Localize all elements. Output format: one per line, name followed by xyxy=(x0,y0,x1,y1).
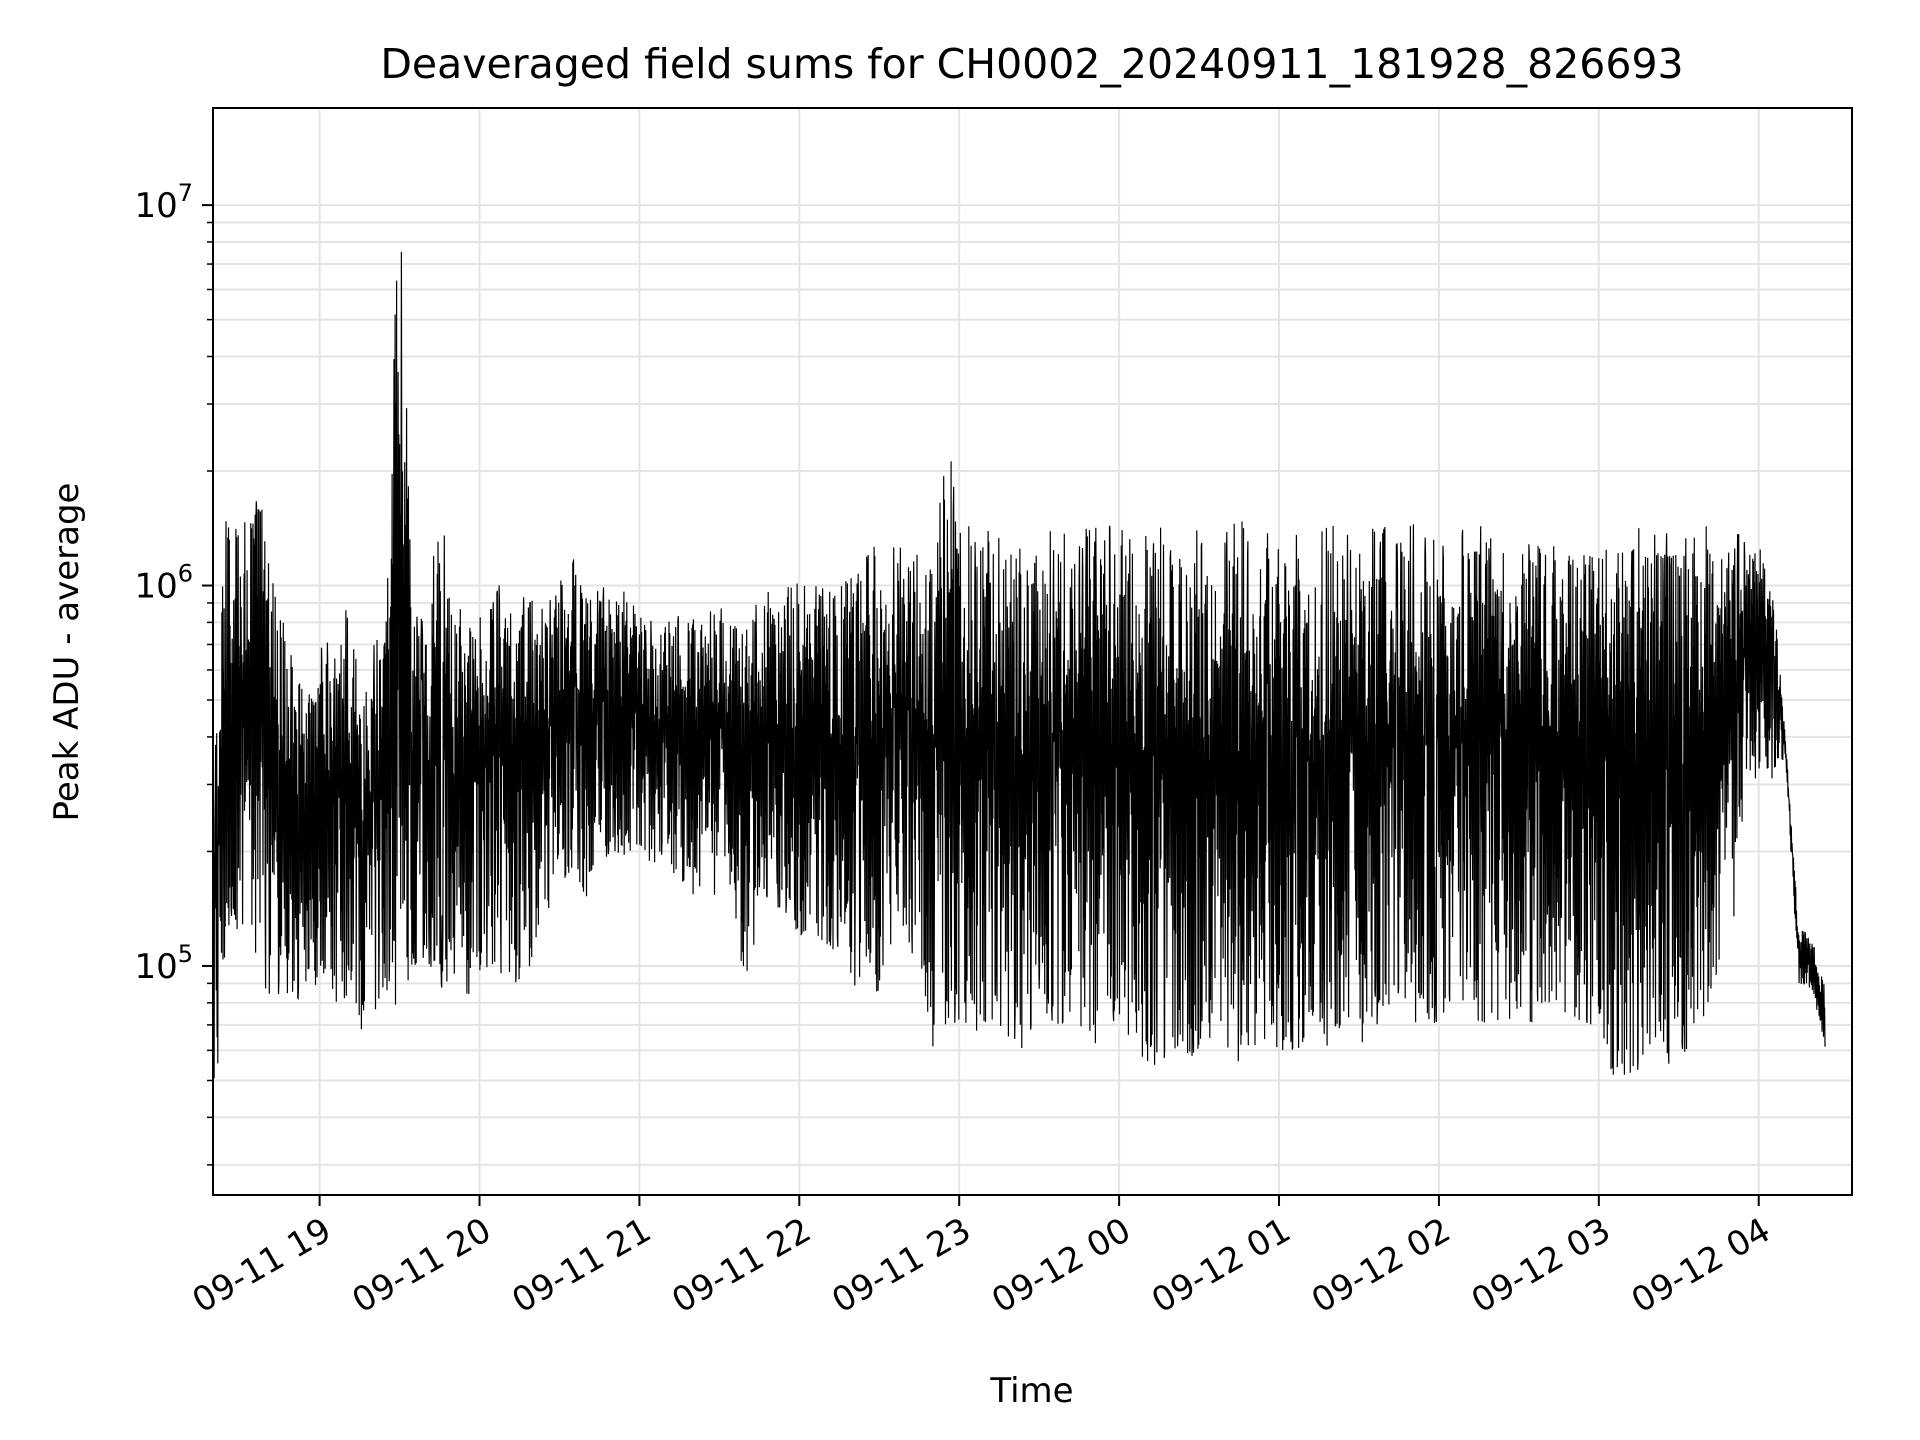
chart-title: Deaveraged field sums for CH0002_2024091… xyxy=(380,40,1683,88)
x-tick-label: 09-11 23 xyxy=(825,1210,977,1321)
y-tick-label: 106 xyxy=(134,560,193,607)
series-line xyxy=(213,251,1826,1079)
y-axis-label: Peak ADU - average xyxy=(47,483,87,822)
x-tick-label: 09-11 19 xyxy=(186,1210,338,1321)
data-layer xyxy=(213,251,1826,1079)
x-tick-label: 09-12 03 xyxy=(1465,1210,1617,1321)
x-tick-label: 09-11 21 xyxy=(506,1210,658,1321)
y-tick-label: 105 xyxy=(134,940,193,987)
x-axis-label: Time xyxy=(989,1371,1073,1411)
x-tick-label: 09-12 04 xyxy=(1625,1210,1777,1321)
x-tick-label: 09-11 22 xyxy=(665,1210,817,1321)
x-tick-label: 09-12 02 xyxy=(1305,1210,1457,1321)
axes-frame xyxy=(212,107,1853,1196)
y-tick-label: 107 xyxy=(134,179,193,226)
x-tick-label: 09-12 00 xyxy=(985,1210,1137,1321)
x-tick-label: 09-12 01 xyxy=(1145,1210,1297,1321)
x-tick-label: 09-11 20 xyxy=(346,1210,498,1321)
